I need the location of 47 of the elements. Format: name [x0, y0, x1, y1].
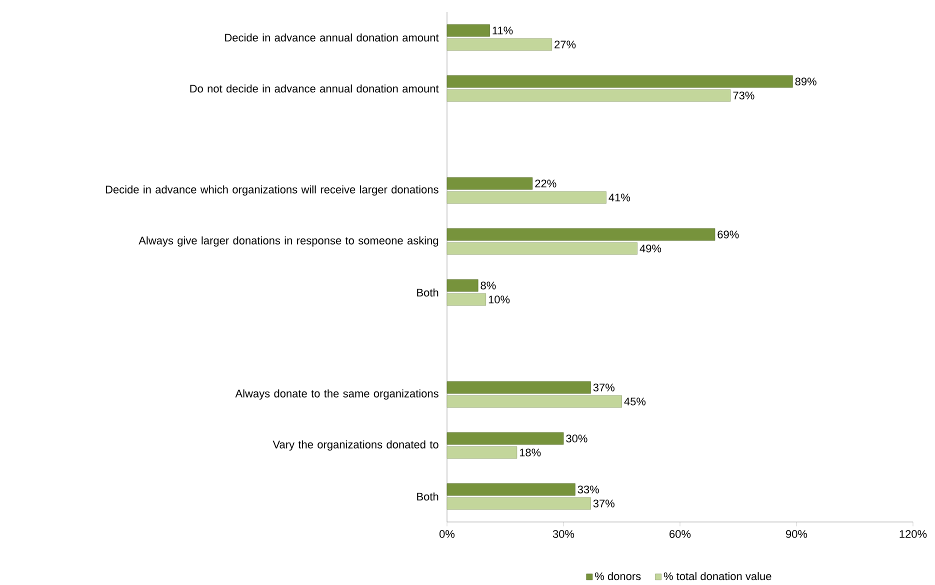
- data-label: 30%: [566, 434, 588, 442]
- data-label: 69%: [718, 230, 739, 238]
- data-label: 27%: [554, 40, 576, 48]
- data-label: 89%: [795, 78, 816, 86]
- y-tick-label: Both: [417, 492, 438, 501]
- data-label: 41%: [608, 194, 630, 202]
- bar: [446, 432, 564, 445]
- x-tick-label: 120%: [900, 530, 927, 538]
- y-tick-label: Do not decide in advance annual donation amount: [190, 84, 439, 93]
- data-label: 33%: [578, 486, 599, 494]
- data-label: 18%: [520, 448, 541, 456]
- data-label: 8%: [480, 282, 496, 290]
- x-tick-label: 30%: [552, 530, 574, 538]
- y-tick-label: Always donate to the same organizations: [235, 389, 438, 400]
- data-label: 10%: [488, 296, 510, 304]
- bar: [446, 395, 622, 408]
- bar: [446, 279, 478, 292]
- legend-label: % total donation value: [664, 572, 772, 580]
- data-label: 37%: [593, 384, 614, 392]
- y-tick-label: Decide in advance annual donation amount: [225, 33, 439, 42]
- y-tick-label: Both: [417, 288, 438, 297]
- data-label: 73%: [733, 92, 754, 100]
- bar: [446, 242, 638, 255]
- bar: [446, 497, 591, 510]
- data-label: 37%: [593, 500, 614, 508]
- bar: [446, 75, 793, 88]
- bar: [446, 381, 591, 394]
- bar: [446, 228, 716, 241]
- bar: [446, 446, 518, 459]
- bar: [446, 24, 490, 37]
- y-tick-label: Always give larger donations in response to someone asking: [138, 236, 438, 247]
- legend-label: % donors: [595, 572, 641, 580]
- data-label: 11%: [492, 26, 513, 34]
- bar: [446, 191, 606, 204]
- data-label: 45%: [624, 398, 646, 406]
- x-tick-label: 90%: [786, 530, 808, 538]
- bar: [446, 293, 486, 306]
- y-tick-label: Decide in advance which organizations will receive larger donations: [106, 185, 438, 196]
- bar: [446, 38, 552, 51]
- bar: [446, 483, 576, 496]
- y-tick-label: Vary the organizations donated to: [272, 440, 438, 451]
- data-label: 49%: [640, 244, 662, 252]
- bar: [446, 89, 731, 102]
- x-tick-label: 0%: [439, 530, 455, 538]
- bar: [446, 177, 533, 190]
- data-label: 22%: [535, 180, 556, 188]
- x-tick-label: 60%: [670, 530, 691, 538]
